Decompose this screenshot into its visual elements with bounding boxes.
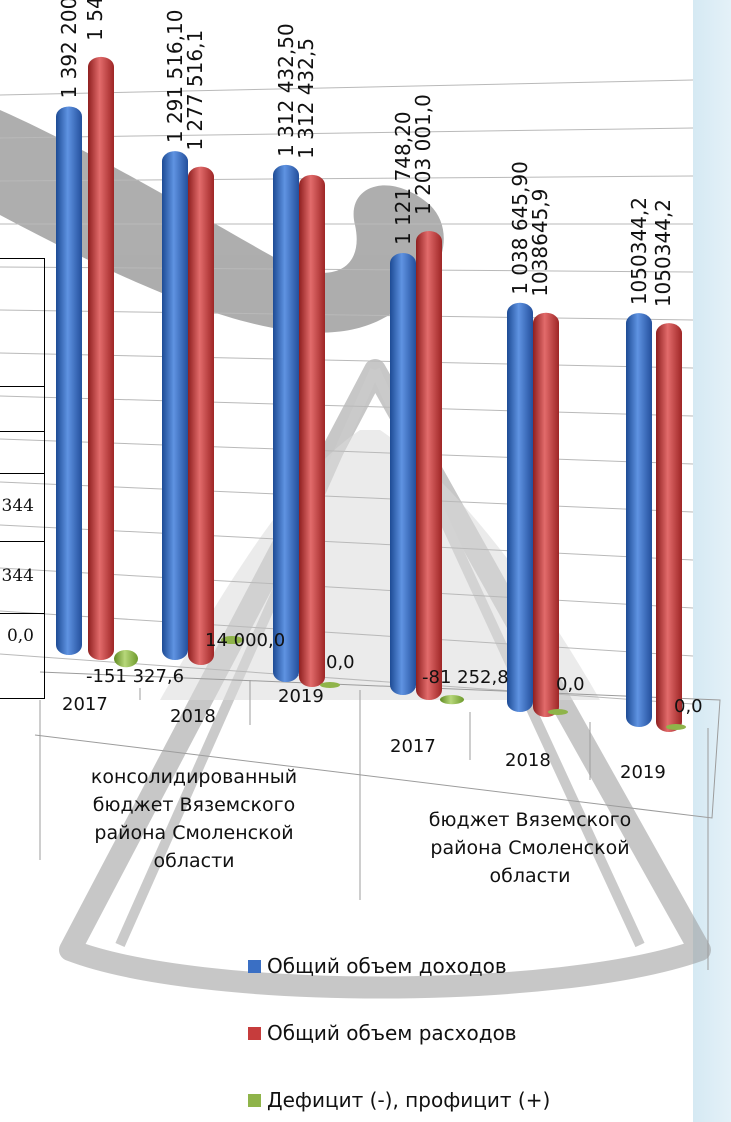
table-cell: 344 [0, 541, 45, 614]
bar-expense [656, 323, 682, 732]
value-label-expense: 1 312 432,5 [294, 38, 318, 159]
group-label-district: бюджет Вяземского района Смоленской обла… [428, 809, 632, 887]
grid-line [0, 352, 694, 369]
grid-line [0, 127, 694, 139]
side-table: 344 344 0,0 [0, 258, 46, 699]
table-cell [0, 258, 45, 387]
floor-outline [34, 671, 721, 819]
value-label-income: 1 392 200,00 [57, 0, 81, 98]
grid-line [0, 438, 694, 465]
legend-swatch-balance [248, 1094, 261, 1107]
table-cell: 344 [0, 473, 45, 542]
bar-expense [188, 166, 214, 665]
value-label-income: 1 121 748,20 [391, 111, 415, 245]
bar-expense [88, 56, 114, 661]
category-label: 2017 [62, 694, 108, 715]
bar-expense [299, 174, 325, 687]
grid-line [0, 481, 694, 513]
bar-expense [416, 231, 442, 700]
value-label-expense: 1050344,2 [651, 199, 675, 307]
value-label-income: 1 291 516,10 [163, 10, 187, 144]
value-labels-layer: 1 392 200,001 543 527,6 1 291 516,101 277… [57, 0, 703, 717]
value-label-balance: 0,0 [556, 674, 585, 695]
bar-income [507, 302, 533, 712]
chart-floor [34, 671, 721, 970]
table-cell: 0,0 [0, 613, 45, 699]
category-label: 2018 [505, 750, 551, 771]
value-label-balance: 0,0 [674, 696, 703, 717]
bar-balance [221, 636, 243, 644]
category-label: 2017 [390, 736, 436, 757]
group-label-consolidated: консолидированный бюджет Вяземского райо… [90, 766, 298, 872]
value-label-income: 1 312 432,50 [274, 23, 298, 157]
grid-line [0, 79, 694, 96]
grid-line [0, 266, 694, 273]
value-label-income: 1050344,2 [627, 197, 651, 305]
value-label-expense: 1 277 516,1 [183, 30, 207, 151]
table-cell [0, 386, 45, 432]
bar-income [162, 151, 188, 661]
table-cell [0, 431, 45, 474]
bar-balance [666, 724, 686, 730]
bar-income [390, 253, 416, 696]
grid-line [0, 524, 694, 561]
grid-lines [0, 79, 694, 705]
legend-item-income: Общий объем доходов [248, 954, 507, 978]
grid-line [0, 610, 694, 657]
bar-balance [548, 709, 568, 715]
legend-label-balance: Дефицит (-), профицит (+) [267, 1088, 551, 1112]
value-label-expense: 1 203 001,0 [411, 94, 435, 215]
bar-income [626, 313, 652, 727]
value-label-balance: -151 327,6 [86, 666, 184, 687]
grid-line [0, 395, 694, 417]
legend-item-expense: Общий объем расходов [248, 1021, 517, 1045]
bar-balance [320, 682, 340, 688]
value-label-balance: 14 000,0 [205, 630, 285, 651]
legend-label-expense: Общий объем расходов [267, 1021, 517, 1045]
bar-balance [114, 650, 138, 668]
category-label: 2019 [278, 686, 324, 707]
bar-expense [533, 312, 559, 717]
grid-line [0, 175, 694, 182]
category-label: 2018 [170, 706, 216, 727]
value-label-income: 1 038 645,90 [508, 161, 532, 295]
category-label: 2019 [620, 762, 666, 783]
legend-swatch-income [248, 960, 261, 973]
year-labels-layer: 2017 2018 2019 2017 2018 2019 [62, 686, 666, 783]
legend-swatch-expense [248, 1027, 261, 1040]
bars-layer [56, 56, 686, 732]
grid-line [0, 567, 694, 609]
legend-label-income: Общий объем доходов [267, 954, 507, 978]
legend-item-balance: Дефицит (-), профицит (+) [248, 1088, 550, 1112]
grid-line [0, 309, 694, 321]
bar-income [273, 164, 299, 682]
value-label-balance: -81 252,8 [422, 667, 509, 688]
value-label-expense: 1 543 527,6 [83, 0, 107, 41]
value-label-balance: 0,0 [326, 652, 355, 673]
bar-balance [440, 695, 464, 705]
value-label-expense: 1038645,9 [528, 189, 552, 297]
bar-income [56, 106, 82, 655]
